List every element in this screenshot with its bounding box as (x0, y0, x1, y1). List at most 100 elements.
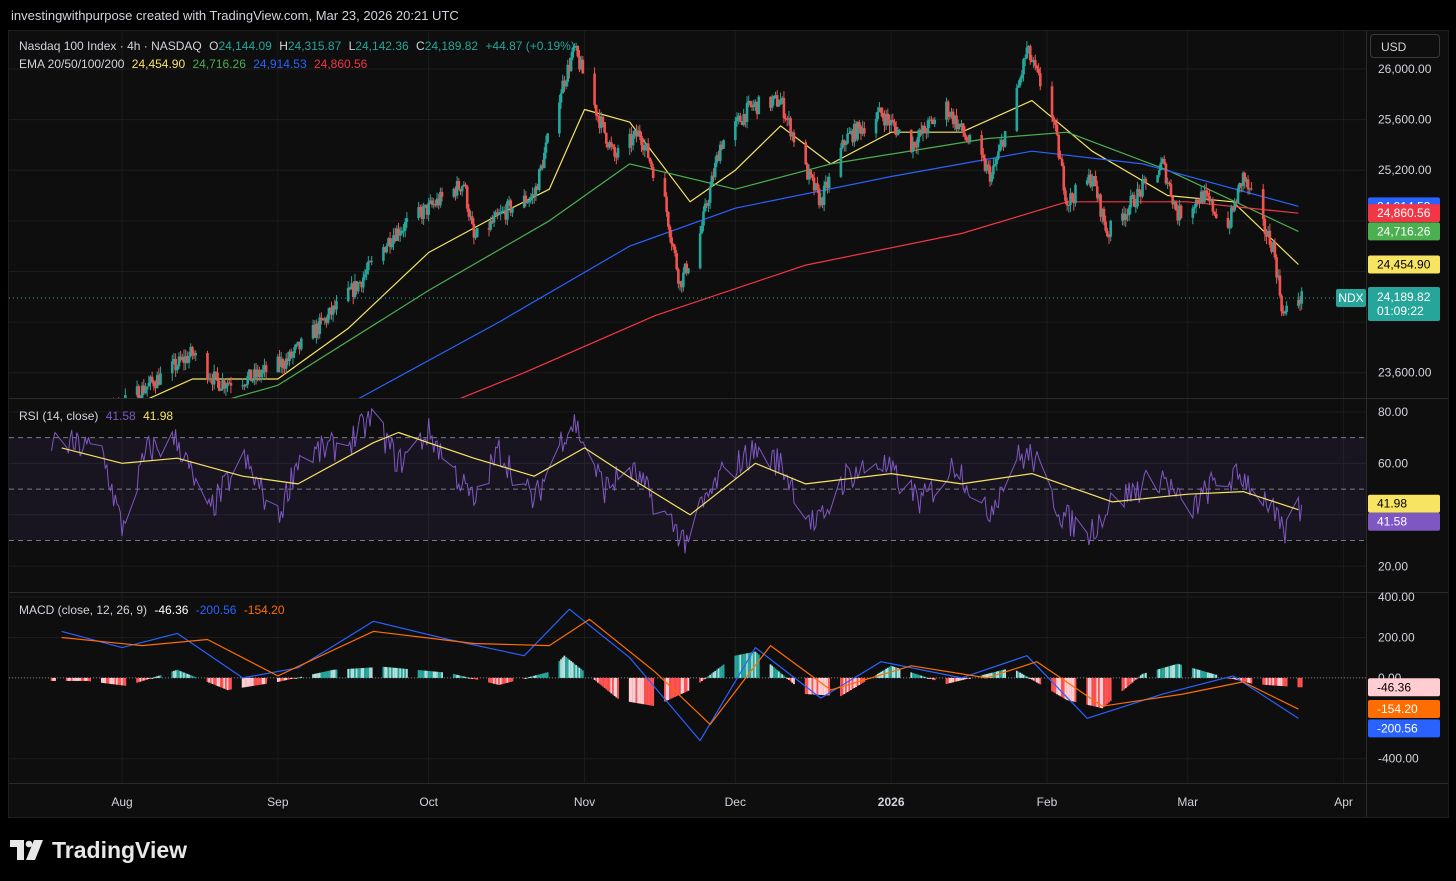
candle-body (931, 120, 935, 125)
candle-body (682, 272, 685, 288)
macd-hist-bar (466, 677, 469, 679)
candle-body (74, 425, 77, 428)
macd-hist-bar (397, 668, 400, 678)
candle-body (598, 116, 601, 129)
candle-body (1023, 58, 1027, 60)
candle-body (67, 432, 70, 438)
candle-body (1102, 208, 1106, 222)
macd-hist-bar (710, 673, 713, 678)
macd-hist-bar (191, 675, 194, 678)
candle-body (1275, 257, 1278, 278)
macd-hist-bar (930, 677, 933, 679)
macd-hist-bar (932, 677, 934, 680)
macd-tick-label: 200.00 (1378, 630, 1415, 644)
price-pane (9, 41, 1366, 438)
macd-hist-bar (1213, 674, 1216, 678)
candle-body (874, 119, 878, 134)
candle-body (1228, 227, 1231, 229)
candle-body (1240, 183, 1243, 187)
candle-body (790, 132, 794, 137)
macd-hist-bar (680, 677, 683, 694)
candle-body (422, 206, 425, 219)
candle-body (842, 140, 846, 146)
candle-body (214, 371, 218, 373)
candle-body (1164, 163, 1168, 184)
macd-hist-bar (1198, 670, 1201, 678)
candle-body (926, 120, 930, 134)
candle-body (182, 356, 186, 364)
macd-hist-bar (141, 677, 144, 682)
candle-body (293, 347, 296, 354)
candle-body (506, 201, 509, 220)
candle-body (782, 97, 786, 119)
candle-body (1132, 194, 1136, 207)
macd-hist-bar (385, 667, 388, 678)
candle-body (356, 283, 360, 292)
candle-body (1194, 199, 1198, 208)
candle-body (1213, 211, 1216, 214)
candle-body (507, 200, 511, 202)
macd-hist-bar (189, 675, 192, 678)
candle-body (852, 123, 856, 143)
candle-body (1211, 199, 1215, 212)
macd-hist-bar (1144, 672, 1147, 678)
candle-body (718, 144, 722, 161)
candle-body (475, 228, 479, 237)
candle-body (581, 59, 585, 74)
macd-hist-bar (350, 668, 353, 678)
macd-hist-bar (642, 677, 645, 705)
open-label: O (209, 39, 219, 53)
candle-body (331, 305, 335, 315)
candle-body (1169, 184, 1173, 197)
candle-body (1209, 199, 1213, 202)
macd-hist-bar (593, 677, 596, 680)
candle-body (370, 260, 373, 262)
candle-body (397, 228, 400, 236)
macd-hist-bar (352, 668, 355, 678)
macd-signal-line (61, 618, 1299, 725)
macd-hist-bar (1072, 677, 1075, 702)
candle-body (524, 195, 528, 204)
candle-body (367, 261, 370, 271)
macd-hist-bar (1273, 677, 1276, 686)
macd-hist-bar (1027, 677, 1030, 679)
candle-body (601, 116, 605, 122)
macd-hist-bar (702, 677, 705, 680)
candle-body (420, 210, 424, 219)
macd-hist-bar (535, 675, 537, 678)
macd-hist-bar (570, 661, 572, 678)
macd-hist-bar (452, 674, 455, 678)
candle-body (1231, 207, 1235, 211)
macd-hist-bar (473, 677, 475, 679)
macd-hist-bar (603, 677, 606, 688)
candle-body (569, 57, 573, 71)
ema50-price-tag-bg (1368, 222, 1440, 241)
macd-hist-bar (1173, 664, 1176, 678)
macd-line-price-tag: -200.56 (1377, 721, 1418, 735)
candle-body (950, 111, 953, 117)
macd-hist-bar (251, 677, 254, 686)
currency-button[interactable]: USD (1370, 34, 1440, 58)
candle-body (596, 115, 600, 117)
candle-body (1124, 214, 1128, 220)
candle-body (1285, 305, 1288, 313)
candle-body (914, 146, 918, 148)
macd-hist-bar (1136, 677, 1139, 679)
candle-body (651, 167, 655, 179)
candle-body (1104, 221, 1107, 231)
candle-body (192, 354, 196, 356)
macd-hist-bar (1206, 672, 1209, 678)
macd-hist-bar (84, 677, 87, 681)
candle-body (987, 164, 990, 167)
macd-hist-bar (426, 670, 428, 678)
candle-body (1085, 180, 1089, 185)
macd-hist-bar (746, 653, 748, 678)
candle-body (358, 282, 362, 284)
candle-body (1141, 180, 1144, 197)
macd-hist-bar (50, 677, 53, 681)
macd-hist-bar (769, 664, 772, 678)
candle-body (789, 118, 792, 137)
candle-body (75, 425, 78, 430)
macd-hist-bar (382, 666, 385, 678)
